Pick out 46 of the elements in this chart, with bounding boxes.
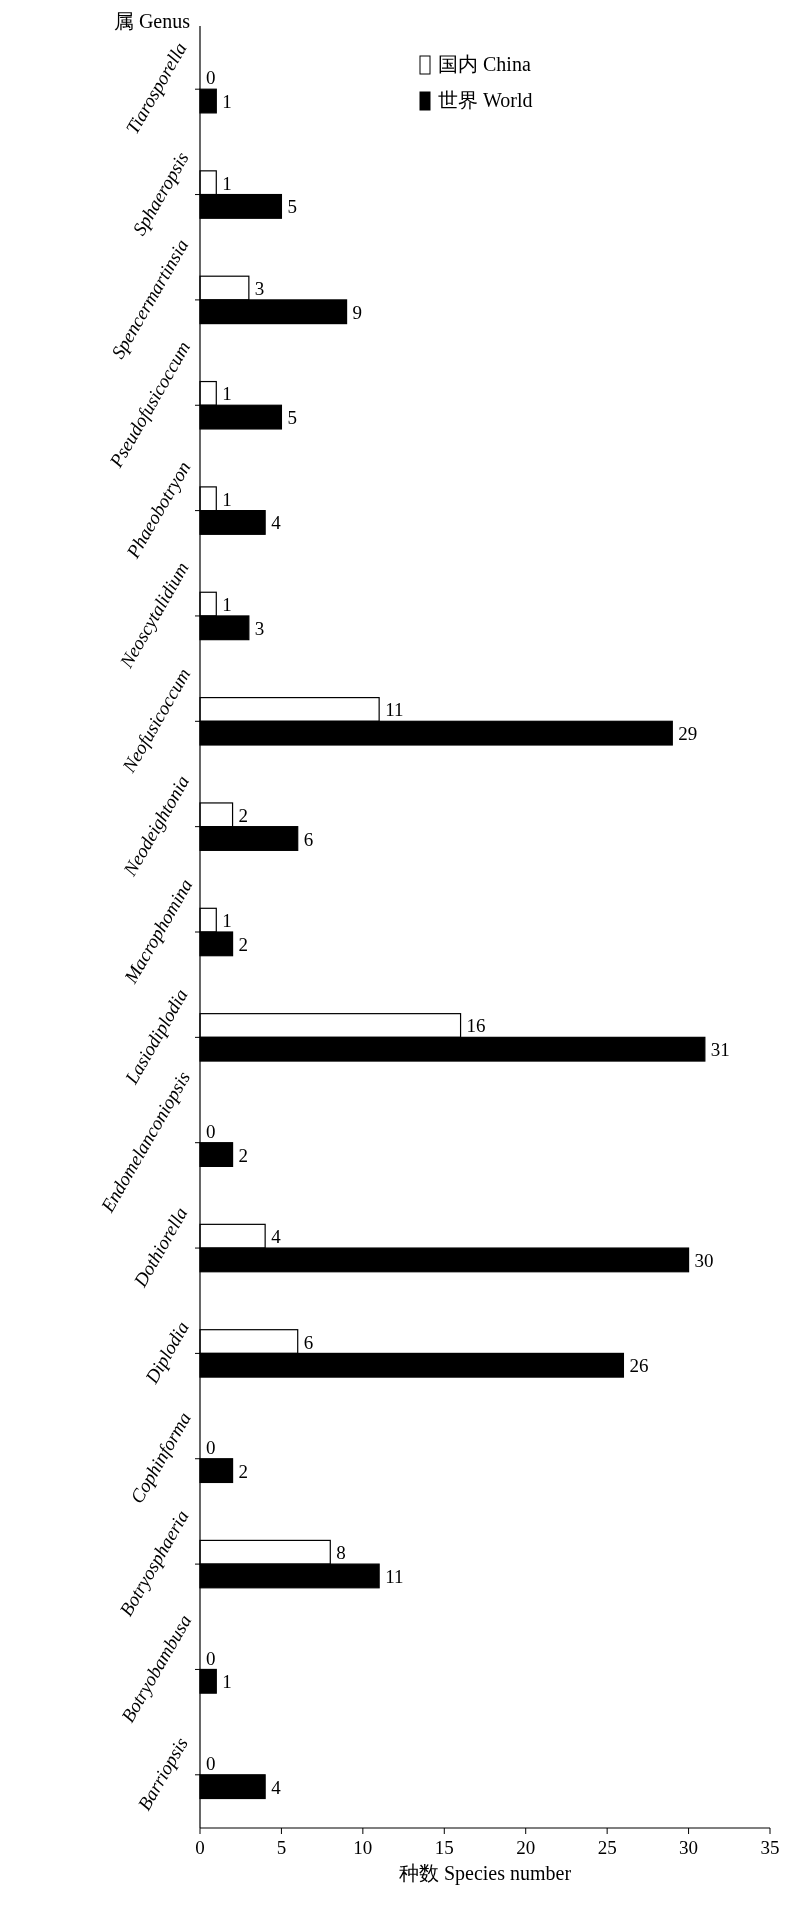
- data-label: 9: [352, 301, 363, 323]
- data-label: 1: [222, 172, 232, 194]
- data-label: 1: [222, 1671, 232, 1693]
- data-label: 3: [254, 617, 265, 639]
- data-label: 30: [694, 1249, 714, 1271]
- data-label: 26: [629, 1355, 649, 1377]
- x-tick-label: 0: [195, 1837, 205, 1858]
- data-label: 4: [271, 1776, 282, 1798]
- x-tick-label: 15: [434, 1837, 454, 1858]
- data-label: 2: [238, 933, 249, 955]
- legend-label: 世界 World: [438, 89, 533, 111]
- data-label: 31: [710, 1039, 730, 1061]
- data-label: 1: [222, 91, 232, 113]
- legend-label: 国内 China: [438, 53, 531, 75]
- data-label: 0: [206, 1647, 216, 1669]
- x-tick-label: 35: [760, 1837, 780, 1858]
- data-label: 2: [238, 1460, 249, 1482]
- data-label: 6: [303, 828, 314, 850]
- data-label: 1: [222, 594, 232, 616]
- data-label: 11: [385, 699, 404, 721]
- data-label: 5: [287, 407, 297, 429]
- data-label: 29: [678, 723, 698, 745]
- x-tick-label: 5: [276, 1837, 287, 1858]
- x-axis-title: 种数 Species number: [398, 1862, 572, 1885]
- data-label: 8: [336, 1542, 346, 1564]
- y-axis-title: 属 Genus: [113, 10, 191, 32]
- data-label: 2: [238, 1144, 249, 1166]
- data-label: 0: [206, 1752, 216, 1774]
- data-label: 11: [385, 1565, 404, 1587]
- data-label: 1: [222, 910, 232, 932]
- data-label: 1: [222, 488, 232, 510]
- data-label: 2: [238, 804, 249, 826]
- data-label: 6: [303, 1331, 314, 1353]
- data-label: 3: [254, 278, 265, 300]
- data-label: 0: [206, 1120, 216, 1142]
- data-label: 16: [466, 1015, 486, 1037]
- data-label: 5: [287, 196, 297, 218]
- x-tick-label: 10: [353, 1837, 373, 1858]
- data-label: 0: [206, 67, 216, 89]
- x-tick-label: 30: [679, 1837, 699, 1858]
- data-label: 0: [206, 1436, 216, 1458]
- data-label: 4: [271, 1226, 282, 1248]
- x-tick-label: 20: [516, 1837, 536, 1858]
- x-tick-label: 25: [597, 1837, 617, 1858]
- data-label: 1: [222, 383, 232, 405]
- data-label: 4: [271, 512, 282, 534]
